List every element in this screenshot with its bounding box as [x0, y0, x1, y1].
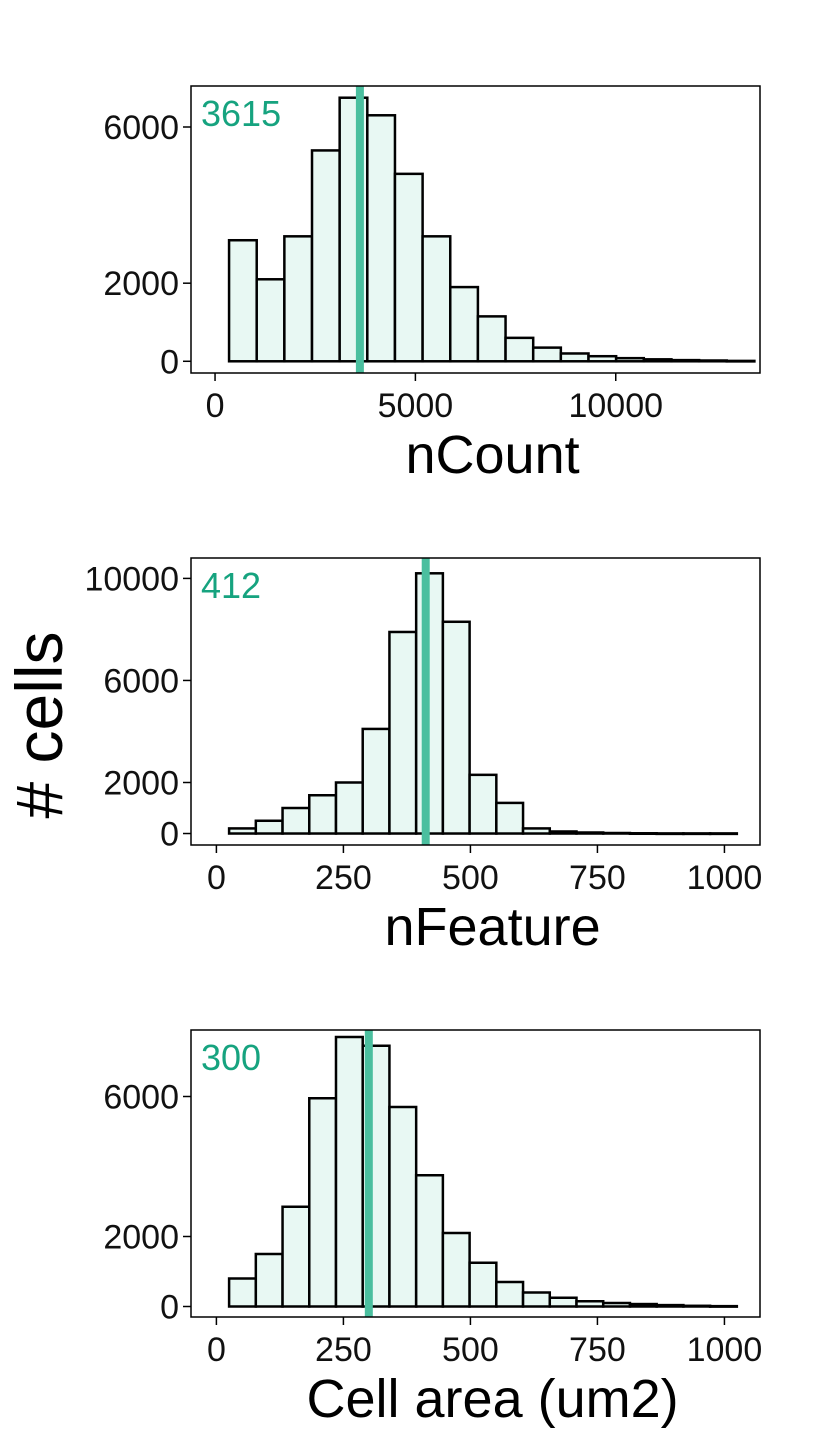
histogram-bar: [310, 149, 341, 363]
histogram-bar: [388, 630, 418, 835]
median-label: 412: [201, 565, 261, 606]
histogram-bar: [548, 1296, 578, 1308]
histogram-bar: [476, 315, 507, 363]
histogram-bar: [393, 172, 424, 363]
histogram-bar: [708, 1304, 739, 1308]
x-tick-label: 500: [442, 1331, 499, 1369]
histogram-bar: [725, 359, 756, 363]
histogram-bar: [601, 1301, 632, 1308]
histogram-bar: [449, 285, 480, 363]
histogram-bar: [366, 114, 397, 363]
y-tick-label: 6000: [103, 1079, 179, 1117]
histogram-bar: [334, 1035, 364, 1308]
histogram-bar: [655, 832, 685, 836]
x-tick-label: 500: [442, 859, 499, 897]
histogram-panel-3: 300 0 250 500 750 1000 0 2000 6000 Cell area (um2…: [103, 1029, 763, 1429]
histogram-bar: [682, 832, 712, 836]
histogram-bar: [559, 352, 590, 363]
histogram-bar: [441, 1231, 471, 1308]
x-tick-label: 0: [207, 859, 226, 897]
y-tick-label: 10000: [84, 560, 179, 598]
x-tick-label: 750: [569, 859, 626, 897]
histogram-bar: [682, 1304, 712, 1308]
histogram-bar: [227, 1277, 258, 1308]
histogram-bar: [468, 1261, 498, 1308]
y-tick-label: 6000: [103, 662, 179, 700]
histogram-bar: [254, 1252, 284, 1308]
histogram-bar: [495, 801, 525, 835]
x-tick-label: 1000: [687, 1331, 763, 1369]
histogram-bar: [708, 832, 739, 836]
histogram-bar: [421, 235, 452, 363]
y-tick-label: 2000: [103, 265, 179, 303]
histogram-bar: [468, 773, 498, 835]
histogram-bar: [308, 794, 338, 835]
histogram-bar: [388, 1105, 418, 1308]
y-tick-label: 6000: [103, 109, 179, 147]
histogram-bar: [655, 1303, 685, 1308]
median-label: 300: [201, 1037, 261, 1078]
histogram-bar: [361, 727, 391, 835]
histogram-bar: [495, 1280, 525, 1308]
histogram-bar: [614, 356, 646, 363]
histogram-bar: [334, 781, 364, 835]
y-tick-label: 0: [160, 343, 179, 381]
x-tick-label: 0: [206, 387, 225, 425]
x-axis-title: nCount: [405, 425, 579, 485]
x-tick-label: 250: [315, 859, 372, 897]
y-tick-label: 2000: [103, 764, 179, 802]
histogram-bar: [227, 238, 258, 363]
histogram-bar: [441, 620, 471, 835]
histogram-bar: [587, 354, 618, 363]
x-tick-label: 10000: [568, 387, 663, 425]
histogram-bar: [281, 806, 311, 835]
y-tick-label: 2000: [103, 1219, 179, 1257]
x-tick-label: 0: [207, 1331, 226, 1369]
histogram-bar: [531, 346, 563, 363]
histogram-bar: [308, 1097, 338, 1308]
y-tick-label: 0: [160, 816, 179, 854]
x-tick-label: 250: [315, 1331, 372, 1369]
histogram-bar: [642, 358, 673, 363]
histogram-bar: [670, 358, 701, 363]
median-label: 3615: [201, 93, 281, 134]
histogram-bar: [227, 827, 258, 835]
histogram-bar: [697, 359, 728, 363]
histogram-bar: [281, 1205, 311, 1308]
y-tick-label: 0: [160, 1289, 179, 1327]
histogram-bar: [628, 1302, 658, 1308]
histogram-bar: [521, 1291, 552, 1308]
x-axis-title: Cell area (um2): [307, 1369, 679, 1429]
histogram-bar: [504, 336, 535, 363]
histogram-panel-1: 3615 0 5000 10000 0 2000 6000 nCount: [103, 85, 761, 485]
y-axis-title: # cells: [2, 631, 76, 818]
histogram-bar: [283, 235, 314, 363]
histogram-bar: [628, 832, 658, 836]
histogram-bar: [601, 831, 632, 835]
histogram-bar: [548, 830, 578, 835]
plot-frame: [190, 557, 761, 846]
histogram-bar: [575, 831, 605, 835]
plot-frame: [190, 1029, 761, 1318]
histogram-bar: [254, 819, 284, 835]
histogram-bar: [575, 1300, 605, 1308]
histogram-bar: [414, 1174, 445, 1308]
x-axis-title: nFeature: [384, 897, 600, 957]
plot-frame: [190, 85, 761, 374]
histogram-bar: [521, 827, 552, 835]
x-tick-label: 1000: [687, 859, 763, 897]
histogram-bar: [255, 278, 286, 363]
x-tick-label: 750: [569, 1331, 626, 1369]
x-tick-label: 5000: [378, 387, 454, 425]
